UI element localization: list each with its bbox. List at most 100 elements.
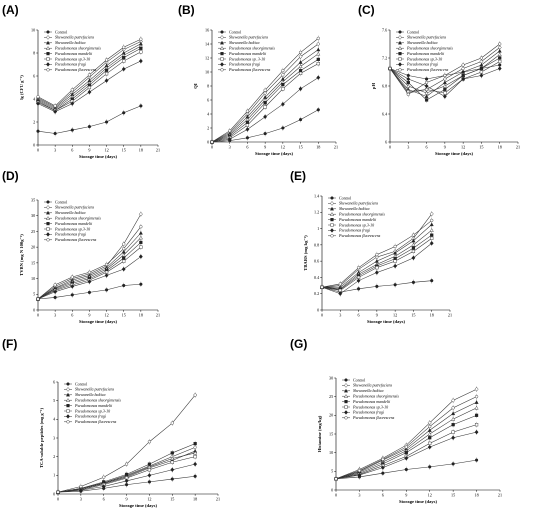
legend-marker [344, 383, 348, 388]
y-tick-label: 8 [33, 50, 35, 55]
y-tick-label: 10 [205, 69, 209, 74]
data-point [316, 108, 320, 112]
y-tick-label: 15 [31, 260, 35, 265]
data-point [87, 270, 92, 274]
legend-entry: Control [407, 29, 420, 34]
legend-marker [45, 216, 51, 220]
data-point [411, 255, 416, 261]
data-point [411, 249, 416, 253]
data-point [498, 42, 502, 46]
data-point [245, 109, 250, 113]
y-tick-label: 10 [329, 450, 333, 455]
data-point [451, 406, 455, 410]
x-tick-label: 0 [37, 148, 39, 153]
data-point [138, 211, 143, 217]
data-point [424, 80, 429, 85]
x-tick-label: 15 [479, 145, 483, 150]
legend-marker [344, 410, 348, 415]
legend-marker [46, 68, 50, 72]
data-point [406, 83, 411, 88]
legend-entry: Pseudomonas sheorgimensis [54, 46, 101, 51]
legend-entry: Control [75, 381, 88, 386]
x-tick-label: 21 [156, 313, 160, 318]
legend-marker [46, 205, 50, 210]
panel-letter: (D) [2, 169, 19, 183]
legend-entry: Pseudomonas fluorescens [338, 233, 381, 238]
data-point [393, 244, 397, 249]
data-point [298, 71, 303, 75]
data-point [316, 36, 320, 40]
x-tick-label: 6 [246, 145, 248, 150]
legend-marker [220, 52, 224, 56]
data-point [101, 484, 106, 489]
x-tick-label: 9 [376, 313, 378, 318]
x-tick-label: 15 [122, 148, 126, 153]
panel-letter: (C) [358, 3, 375, 17]
x-tick-label: 12 [428, 493, 432, 498]
y-tick-label: 6 [33, 73, 35, 78]
data-point [104, 120, 109, 124]
data-point [263, 114, 268, 120]
y-tick-label: 35 [31, 197, 35, 202]
data-point [430, 218, 434, 223]
legend-marker [344, 416, 348, 420]
legend-entry: Shewanella putrefaciens [339, 201, 379, 206]
data-point [381, 457, 385, 461]
data-point [474, 458, 479, 462]
data-point [474, 413, 479, 417]
data-point [56, 490, 60, 494]
legend-marker [66, 409, 70, 413]
legend-entry: Shewanella baltica [75, 392, 106, 397]
legend-entry: Shewanella putrefaciens [407, 35, 447, 40]
data-point [498, 59, 502, 64]
legend-entry: Shewanella baltica [407, 40, 438, 45]
legend-marker [398, 68, 402, 72]
data-point [245, 123, 250, 127]
data-point [479, 73, 484, 78]
data-point [138, 254, 143, 259]
y-tick-label: 1.4 [314, 193, 320, 198]
legend-entry: Pseudomonas sheorgimensis [74, 398, 121, 403]
data-point [430, 236, 434, 240]
legend-marker [398, 62, 402, 67]
data-point [338, 282, 342, 286]
data-point [404, 467, 408, 472]
data-point [122, 59, 126, 63]
legend-marker [46, 227, 50, 231]
x-tick-label: 9 [405, 493, 407, 498]
data-point [393, 283, 397, 287]
data-point [393, 259, 397, 263]
data-point [53, 131, 57, 136]
data-point [122, 111, 126, 115]
data-point [121, 266, 126, 272]
data-point [228, 129, 232, 133]
series-7 [210, 35, 320, 145]
y-axis-label: lg (CFU g⁻¹) [19, 75, 24, 100]
data-point [474, 429, 479, 435]
panel-letter: (B) [178, 3, 195, 17]
data-point [298, 50, 303, 54]
data-point [263, 105, 267, 109]
y-tick-label: 20 [31, 245, 35, 250]
data-point [87, 124, 92, 129]
series-0 [36, 103, 143, 137]
y-tick-label: 6 [207, 97, 209, 102]
data-point [193, 393, 197, 397]
legend-marker [329, 212, 335, 216]
data-point [406, 76, 411, 82]
series-7 [36, 223, 143, 302]
chart-panel-6: (G) 0 3 6 9 12 15 18 21 0 5 10 15 20 25 30 Storage time … [290, 337, 502, 504]
y-tick-label: 14 [205, 41, 210, 46]
x-tick-label: 0 [37, 313, 39, 318]
x-tick-label: 6 [382, 493, 384, 498]
legend-entry: Shewanella putrefaciens [55, 205, 95, 210]
legend-entry: Shewanella putrefaciens [75, 387, 115, 392]
data-point [479, 56, 484, 60]
y-tick-label: 0 [317, 307, 319, 312]
data-point [124, 478, 129, 484]
x-tick-label: 6 [426, 145, 428, 150]
legend-marker [398, 35, 402, 40]
data-point [316, 62, 320, 66]
series-6 [36, 58, 143, 115]
legend-entry: Control [55, 29, 68, 34]
